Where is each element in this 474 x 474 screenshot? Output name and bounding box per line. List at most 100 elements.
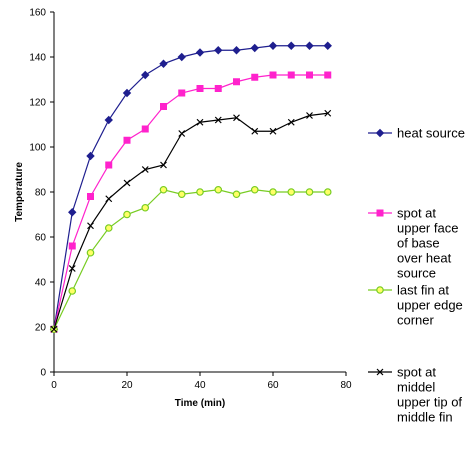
legend-label: spot at xyxy=(397,206,436,221)
legend-swatch-marker xyxy=(376,368,384,376)
y-tick-label: 20 xyxy=(35,323,47,334)
series-2 xyxy=(50,71,332,333)
data-point xyxy=(269,188,277,196)
data-point xyxy=(86,248,95,257)
data-point xyxy=(122,88,132,98)
data-point xyxy=(323,188,332,196)
series-line xyxy=(53,74,328,330)
data-point xyxy=(214,46,223,55)
legend-label: middle fin xyxy=(397,410,453,425)
data-point xyxy=(214,185,223,194)
data-point xyxy=(233,78,240,86)
y-tick-label: 100 xyxy=(29,143,46,154)
data-point xyxy=(269,127,277,135)
legend-label: over heat xyxy=(397,251,452,266)
data-point xyxy=(196,188,204,196)
data-point xyxy=(68,287,77,295)
y-tick-label: 160 xyxy=(29,8,46,19)
data-point xyxy=(306,112,313,119)
data-point xyxy=(251,73,259,81)
data-point xyxy=(195,48,205,57)
data-point xyxy=(196,118,204,126)
data-point xyxy=(104,115,113,125)
legend-item-1: heat source xyxy=(368,126,465,141)
data-point xyxy=(123,179,131,187)
data-point xyxy=(214,116,222,124)
chart-axes: 0 20 40 60 80 100 120 140 160 0 20 40 60 80 xyxy=(29,8,352,392)
data-point xyxy=(324,109,332,117)
data-point xyxy=(324,71,332,79)
data-point xyxy=(269,71,277,79)
data-point xyxy=(287,71,295,79)
series-line xyxy=(53,45,328,330)
data-point xyxy=(306,71,313,79)
x-tick-label: 80 xyxy=(340,380,352,391)
x-tick-label: 0 xyxy=(51,380,57,391)
x-tick-label: 20 xyxy=(121,380,133,391)
data-point xyxy=(160,161,167,169)
data-point xyxy=(141,70,150,80)
data-point xyxy=(159,185,168,194)
x-axis-title: Time (min) xyxy=(175,398,225,409)
y-tick-label: 140 xyxy=(29,53,46,64)
legend-label: upper face xyxy=(397,221,458,236)
x-tick-label: 60 xyxy=(267,380,279,391)
y-axis-title: Temperature xyxy=(14,162,25,222)
data-point xyxy=(305,188,314,196)
data-point xyxy=(178,130,186,137)
data-point xyxy=(287,41,296,50)
data-point xyxy=(105,195,113,203)
data-point xyxy=(87,222,94,230)
data-point xyxy=(250,43,259,53)
data-point xyxy=(177,52,186,62)
data-point xyxy=(178,89,186,97)
series-line xyxy=(53,189,328,330)
data-point xyxy=(68,242,76,250)
data-point xyxy=(141,203,150,212)
data-point xyxy=(50,325,58,333)
data-point xyxy=(251,127,259,135)
chart-series xyxy=(49,41,332,334)
legend-label: middel xyxy=(397,380,435,395)
series-3 xyxy=(50,185,332,334)
data-point xyxy=(123,210,131,219)
data-point xyxy=(250,185,259,194)
data-point xyxy=(323,41,332,50)
legend-label: upper tip of xyxy=(397,395,462,410)
legend-swatch-marker xyxy=(376,209,384,217)
legend-label: heat source xyxy=(397,126,465,141)
data-point xyxy=(268,41,278,50)
data-point xyxy=(232,46,241,55)
data-point xyxy=(287,188,296,196)
data-point xyxy=(141,166,149,173)
data-point xyxy=(160,103,167,110)
data-point xyxy=(86,151,95,161)
data-point xyxy=(141,125,149,133)
series-1 xyxy=(49,41,332,334)
data-point xyxy=(123,136,131,144)
data-point xyxy=(68,208,77,217)
data-point xyxy=(287,118,295,126)
data-point xyxy=(177,190,186,199)
data-point xyxy=(87,193,94,200)
x-tick-label: 40 xyxy=(194,380,206,391)
data-point xyxy=(105,161,113,169)
legend-label: spot at xyxy=(397,365,436,380)
data-point xyxy=(305,41,314,50)
legend-label: source xyxy=(397,266,436,281)
y-tick-label: 80 xyxy=(35,188,47,199)
data-point xyxy=(232,190,241,199)
legend-label: corner xyxy=(397,313,435,328)
legend-swatch-marker xyxy=(376,286,384,294)
y-tick-label: 40 xyxy=(35,278,47,289)
legend-label: upper edge xyxy=(397,298,463,313)
data-point xyxy=(68,265,76,272)
data-point xyxy=(159,59,168,68)
y-tick-label: 0 xyxy=(40,368,46,379)
data-point xyxy=(233,114,240,122)
